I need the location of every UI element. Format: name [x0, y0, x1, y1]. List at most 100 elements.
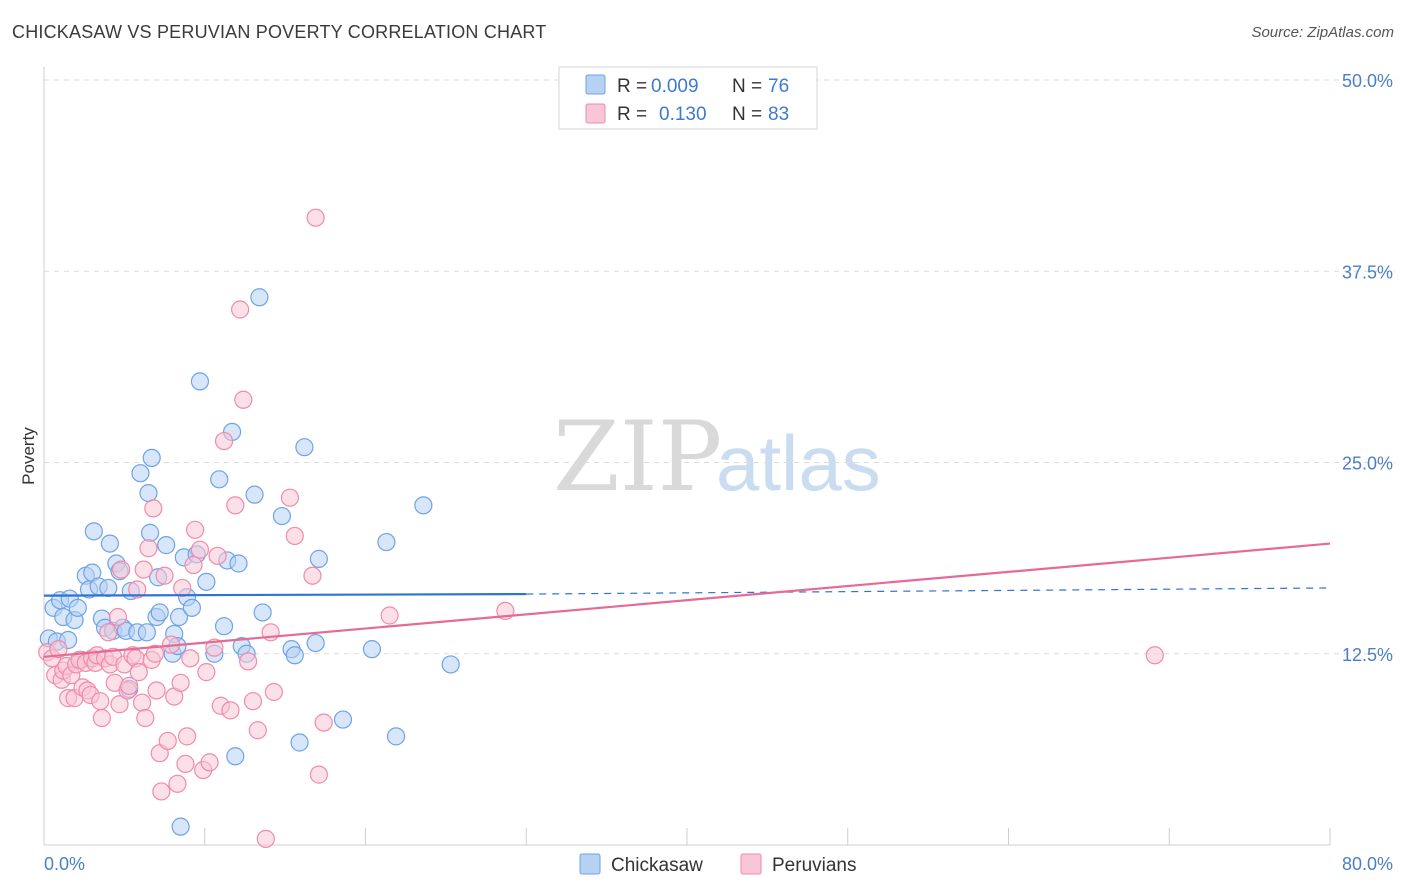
series-chickasaw	[39, 288, 460, 836]
bottom-legend-swatch-peruvians	[740, 853, 762, 875]
peruvians-point	[231, 300, 250, 319]
bottom-legend-chickasaw: Chickasaw	[611, 855, 703, 876]
chart-title: CHICKASAW VS PERUVIAN POVERTY CORRELATIO…	[12, 22, 547, 42]
chickasaw-point	[210, 470, 229, 489]
legend-n-value-1: 76	[768, 76, 789, 97]
chickasaw-point	[414, 496, 433, 515]
peruvians-point	[134, 560, 153, 579]
gridlines	[44, 79, 1395, 655]
peruvians-point	[108, 607, 128, 627]
chickasaw-point	[245, 485, 264, 504]
peruvians-point	[256, 829, 275, 848]
peruvians-point	[264, 682, 283, 702]
chickasaw-point	[100, 534, 120, 553]
chickasaw-point	[362, 640, 382, 659]
peruvians-point	[147, 681, 166, 700]
peruvians-point	[214, 431, 234, 451]
y-tick-label: 25.0%	[1342, 454, 1393, 474]
series-peruvians	[38, 208, 1164, 848]
peruvians-point	[132, 693, 152, 712]
trend-line-chickasaw-extension	[526, 587, 1331, 595]
x-tick-label-min: 0.0%	[44, 854, 85, 874]
peruvians-point	[306, 208, 325, 227]
peruvians-point	[200, 753, 219, 772]
chickasaw-point	[285, 646, 304, 665]
peruvians-point	[173, 578, 192, 598]
bottom-legend: Chickasaw Peruvians	[579, 853, 857, 876]
legend-swatch-chickasaw	[585, 74, 606, 95]
chickasaw-point	[253, 603, 272, 622]
legend-r-label-1: R =	[617, 76, 647, 97]
legend-r-label-2: R =	[617, 104, 647, 125]
peruvians-point	[1145, 646, 1164, 665]
trend-line-peruvians	[43, 542, 1331, 658]
chickasaw-point	[333, 710, 353, 729]
peruvians-point	[110, 695, 129, 714]
chickasaw-point	[197, 572, 216, 591]
chickasaw-point	[140, 523, 160, 542]
chickasaw-point	[190, 372, 210, 391]
chickasaw-point	[139, 484, 158, 503]
peruvians-point	[285, 526, 304, 546]
chickasaw-point	[157, 536, 176, 555]
chickasaw-point	[68, 598, 87, 617]
peruvians-point	[152, 782, 171, 801]
bottom-legend-peruvians: Peruvians	[772, 855, 857, 876]
y-tick-label: 37.5%	[1342, 262, 1393, 282]
peruvians-point	[120, 676, 139, 695]
peruvians-point	[309, 765, 328, 784]
peruvians-point	[234, 390, 253, 409]
bottom-legend-swatch-chickasaw	[579, 853, 601, 875]
top-legend: R = 0.009 N = 76 R = 0.130 N = 83	[558, 66, 818, 130]
peruvians-point	[248, 721, 267, 740]
peruvians-point	[181, 649, 200, 668]
chickasaw-point	[377, 532, 396, 552]
chickasaw-point	[214, 617, 234, 636]
chickasaw-point	[182, 598, 201, 617]
chickasaw-point	[171, 817, 190, 836]
chickasaw-point	[84, 522, 103, 541]
chickasaw-point	[295, 438, 314, 457]
peruvians-point	[168, 774, 187, 793]
peruvians-point	[128, 580, 147, 599]
peruvians-point	[176, 754, 195, 774]
chickasaw-point	[229, 554, 248, 573]
chickasaw-point	[137, 623, 156, 642]
peruvians-point	[177, 727, 197, 746]
x-tick-marks	[204, 828, 1331, 845]
trend-lines	[43, 542, 1331, 658]
peruvians-point	[205, 638, 224, 657]
peruvians-point	[158, 731, 177, 751]
source-label: Source: ZipAtlas.com	[1251, 24, 1394, 41]
peruvians-point	[197, 663, 216, 682]
chickasaw-point	[226, 747, 245, 766]
peruvians-point	[314, 713, 333, 732]
peruvians-point	[129, 663, 148, 682]
peruvians-point	[303, 566, 322, 585]
chickasaw-point	[441, 655, 460, 674]
peruvians-point	[184, 555, 203, 575]
peruvians-point	[186, 520, 205, 539]
chickasaw-point	[250, 288, 269, 307]
legend-n-label-1: N =	[732, 76, 762, 97]
peruvians-point	[139, 539, 158, 558]
peruvians-point	[190, 540, 210, 559]
y-axis-label: Poverty	[19, 427, 38, 485]
peruvians-point	[208, 546, 227, 565]
y-tick-label: 12.5%	[1342, 645, 1393, 665]
legend-n-label-2: N =	[732, 104, 762, 125]
chickasaw-point	[386, 727, 406, 746]
chickasaw-point	[150, 603, 169, 622]
chickasaw-point	[272, 506, 292, 526]
peruvians-point	[136, 708, 155, 728]
peruvians-point	[226, 496, 245, 515]
legend-n-value-2: 83	[768, 104, 789, 125]
peruvians-point	[91, 692, 110, 711]
trend-line-chickasaw	[43, 592, 527, 597]
chickasaw-point	[306, 633, 325, 653]
peruvians-point	[99, 623, 118, 642]
x-tick-label-max: 80.0%	[1342, 854, 1393, 874]
peruvians-point	[92, 708, 111, 728]
chickasaw-point	[309, 549, 328, 568]
